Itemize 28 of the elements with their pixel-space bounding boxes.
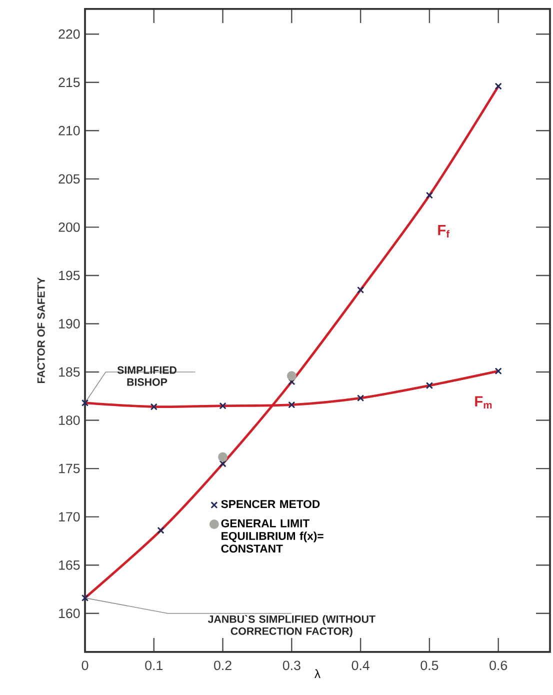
legend-label: GENERAL LIMIT EQUILIBRIUM f(x)= CONSTANT	[221, 519, 324, 553]
x-tick-label: 0	[82, 660, 88, 670]
y-tick-label: 220	[58, 29, 80, 39]
x-axis-title: λ	[314, 669, 320, 678]
x-tick-label: 0.4	[352, 660, 370, 670]
y-tick-label: 180	[59, 416, 80, 425]
legend-label: SPENCER METOD	[221, 500, 320, 508]
y-tick-label: 165	[59, 560, 80, 570]
y-tick-label: 200	[58, 222, 80, 232]
x-tick-label: 0.3	[282, 660, 300, 670]
y-tick-label: 185	[59, 367, 80, 377]
y-tick-label: 175	[59, 464, 80, 474]
y-tick-label: 170	[59, 512, 80, 522]
y-tick-label: 195	[59, 270, 80, 280]
annotation: JANBU`S SIMPLIFIED (WITHOUT CORRECTION FACTOR)	[208, 614, 376, 638]
series-label: F$_{f}$	[438, 225, 450, 238]
y-tick-label: 215	[58, 78, 80, 88]
series-label: F$_{m}$	[475, 396, 492, 409]
y-tick-label: 205	[58, 174, 80, 184]
y-tick-label: 190	[59, 319, 80, 328]
y-tick-label: 160	[59, 608, 80, 618]
x-tick-label: 0.2	[214, 660, 232, 670]
x-tick-label: 0.1	[145, 660, 163, 670]
x-tick-label: 0.5	[420, 660, 438, 670]
y-axis-title: FACTOR OF SAFETY	[37, 277, 45, 384]
y-tick-label: 210	[58, 126, 80, 136]
annotation: SIMPLIFIED BISHOP	[117, 366, 176, 386]
x-tick-label: 0.6	[490, 660, 508, 670]
